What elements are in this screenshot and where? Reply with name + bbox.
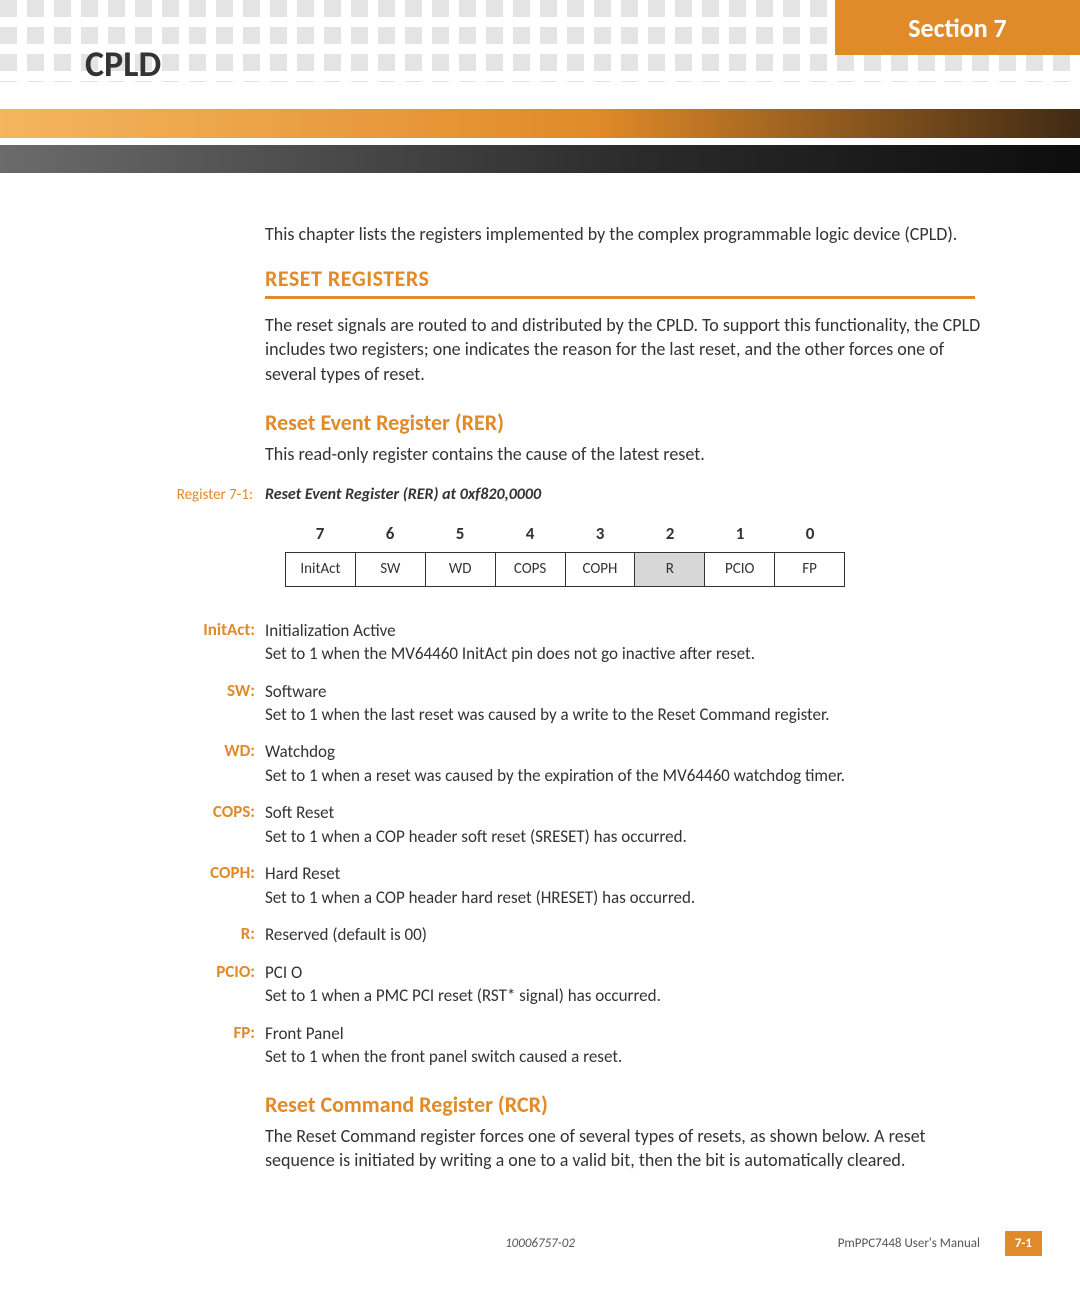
definition-row: R:Reserved (default is 00) xyxy=(160,923,995,946)
footer-manual-name: PmPPC7448 User's Manual xyxy=(838,1236,980,1251)
definition-term: R: xyxy=(160,923,265,946)
definition-row: InitAct:Initialization ActiveSet to 1 wh… xyxy=(160,619,995,666)
definition-term: WD: xyxy=(160,740,265,787)
definition-row: FP:Front PanelSet to 1 when the front pa… xyxy=(160,1022,995,1069)
definition-term: InitAct: xyxy=(160,619,265,666)
bit-table: 76543210 InitActSWWDCOPSCOPHRPCIOFP xyxy=(285,523,845,586)
bit-number: 6 xyxy=(355,523,425,552)
caption-label: Register 7-1: xyxy=(90,485,265,505)
bit-number: 1 xyxy=(705,523,775,552)
bit-cell: PCIO xyxy=(704,552,775,586)
definition-row: PCIO:PCI OSet to 1 when a PMC PCI reset … xyxy=(160,961,995,1008)
section-tab: Section 7 xyxy=(835,0,1080,55)
register-caption: Register 7-1: Reset Event Register (RER)… xyxy=(90,484,995,506)
field-definitions: InitAct:Initialization ActiveSet to 1 wh… xyxy=(265,619,995,1069)
header-bar-orange xyxy=(0,109,1080,138)
definition-row: COPS:Soft ResetSet to 1 when a COP heade… xyxy=(160,801,995,848)
bit-cell: InitAct xyxy=(285,552,356,586)
section-label: Section 7 xyxy=(908,12,1006,44)
bit-number: 3 xyxy=(565,523,635,552)
bit-number: 2 xyxy=(635,523,705,552)
bit-number: 5 xyxy=(425,523,495,552)
header-bar-dark xyxy=(0,145,1080,173)
definition-term: PCIO: xyxy=(160,961,265,1008)
main-content: This chapter lists the registers impleme… xyxy=(265,222,995,1189)
definition-body: Initialization ActiveSet to 1 when the M… xyxy=(265,619,995,666)
heading-rcr: Reset Command Register (RCR) xyxy=(265,1090,995,1120)
page-title: CPLD xyxy=(85,42,161,86)
bit-number: 4 xyxy=(495,523,565,552)
footer-page-number: 7-1 xyxy=(1005,1231,1042,1256)
heading-rule xyxy=(265,296,975,299)
definition-body: WatchdogSet to 1 when a reset was caused… xyxy=(265,740,995,787)
definition-term: FP: xyxy=(160,1022,265,1069)
definition-row: WD:WatchdogSet to 1 when a reset was cau… xyxy=(160,740,995,787)
bit-cell: COPS xyxy=(495,552,566,586)
bit-cell: COPH xyxy=(565,552,636,586)
caption-text: Reset Event Register (RER) at 0xf820,000… xyxy=(265,484,541,506)
definition-term: SW: xyxy=(160,680,265,727)
definition-body: Reserved (default is 00) xyxy=(265,923,995,946)
bit-cell: SW xyxy=(355,552,426,586)
bit-cell: WD xyxy=(425,552,496,586)
heading-reset-registers: RESET REGISTERS xyxy=(265,264,995,294)
intro-paragraph: This chapter lists the registers impleme… xyxy=(265,222,995,246)
definition-row: SW:SoftwareSet to 1 when the last reset … xyxy=(160,680,995,727)
definition-body: Soft ResetSet to 1 when a COP header sof… xyxy=(265,801,995,848)
reset-registers-body: The reset signals are routed to and dist… xyxy=(265,313,995,386)
bit-cell-row: InitActSWWDCOPSCOPHRPCIOFP xyxy=(285,552,845,586)
definition-body: Hard ResetSet to 1 when a COP header har… xyxy=(265,862,995,909)
definition-body: Front PanelSet to 1 when the front panel… xyxy=(265,1022,995,1069)
bit-number: 0 xyxy=(775,523,845,552)
definition-body: PCI OSet to 1 when a PMC PCI reset (RST*… xyxy=(265,961,995,1008)
definition-term: COPS: xyxy=(160,801,265,848)
definition-body: SoftwareSet to 1 when the last reset was… xyxy=(265,680,995,727)
bit-number: 7 xyxy=(285,523,355,552)
heading-rer: Reset Event Register (RER) xyxy=(265,408,995,438)
rcr-body: The Reset Command register forces one of… xyxy=(265,1124,995,1173)
definition-row: COPH:Hard ResetSet to 1 when a COP heade… xyxy=(160,862,995,909)
bit-cell: FP xyxy=(774,552,845,586)
definition-term: COPH: xyxy=(160,862,265,909)
bit-number-row: 76543210 xyxy=(285,523,845,552)
bit-cell: R xyxy=(634,552,705,586)
rer-body: This read-only register contains the cau… xyxy=(265,442,995,466)
page-footer: 10006757-02 PmPPC7448 User's Manual 7-1 xyxy=(0,1236,1080,1264)
